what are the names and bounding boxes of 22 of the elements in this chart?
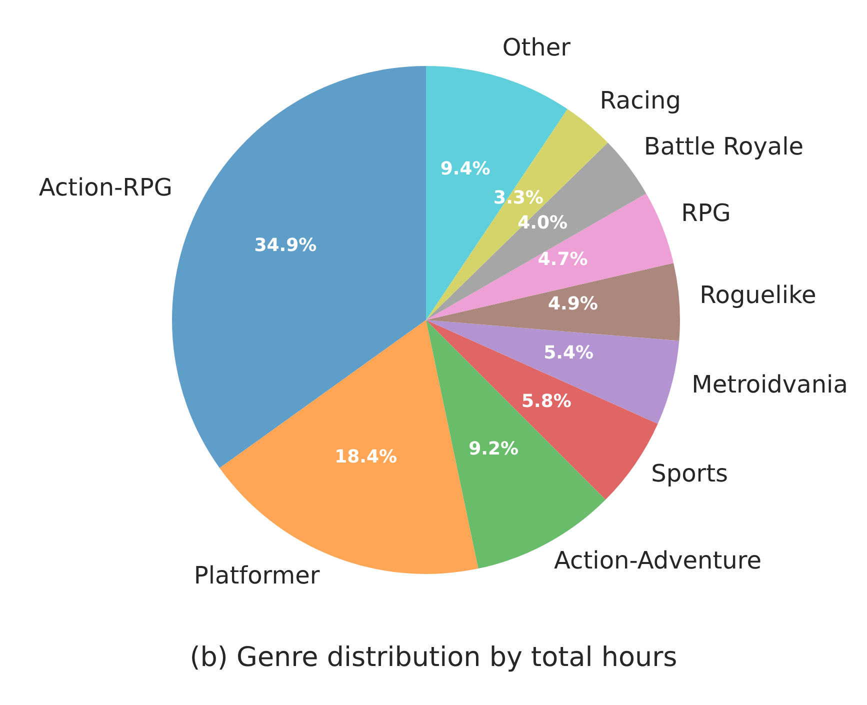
slice-label: Action-Adventure — [554, 546, 762, 575]
pie-slice — [426, 320, 680, 424]
data-label: 9.4% — [440, 158, 490, 180]
pie-slice — [172, 66, 426, 468]
data-label: 5.8% — [522, 390, 572, 412]
text: (b) Genre distribution by total hours — [188, 642, 678, 673]
slice-label: Action-RPG — [38, 173, 172, 202]
data-label: 4.9% — [548, 294, 598, 314]
data-label: 34.9% — [254, 234, 317, 256]
slice-label: Racing — [600, 86, 681, 114]
slice-label: Roguelike — [700, 280, 816, 309]
pie-slice — [426, 142, 646, 320]
slice-label: Other — [502, 34, 571, 62]
slice-label: Battle Royale — [644, 132, 804, 161]
slice-label: Platformer — [194, 561, 320, 590]
data-label: 9.2% — [468, 438, 519, 460]
slice-label: Sports — [651, 459, 728, 488]
data-label: 4.7% — [538, 248, 588, 270]
data-label: 18.4% — [334, 446, 398, 468]
slice-label: Metroidvania — [692, 370, 848, 398]
slice-label: RPG — [681, 198, 731, 227]
data-label: 5.4% — [544, 342, 594, 364]
